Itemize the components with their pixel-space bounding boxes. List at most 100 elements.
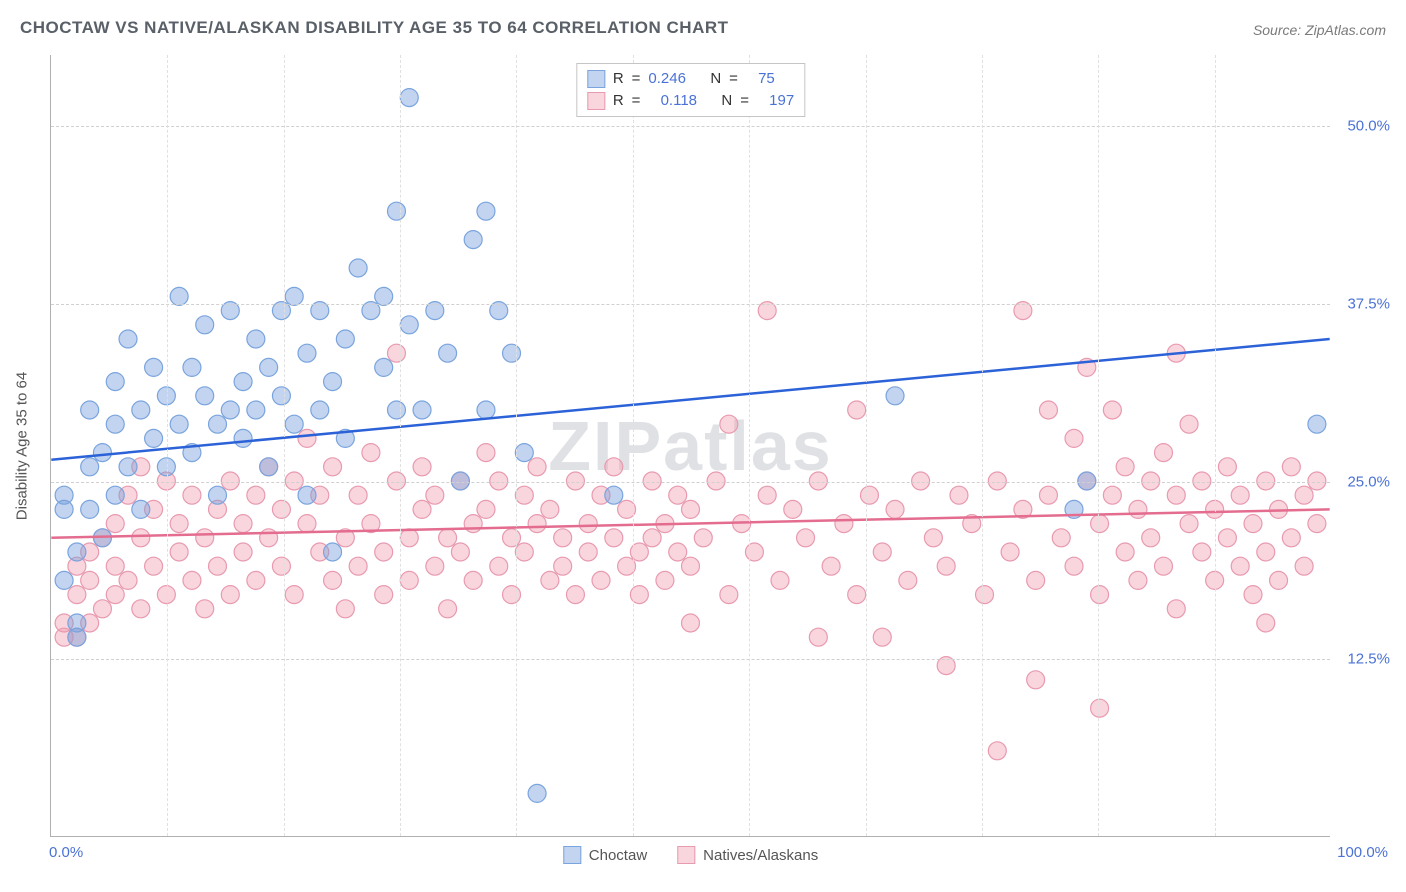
scatter-point [669, 486, 687, 504]
scatter-point [413, 500, 431, 518]
scatter-point [528, 515, 546, 533]
scatter-point [209, 557, 227, 575]
gridline-h [51, 304, 1330, 305]
scatter-point [848, 401, 866, 419]
scatter-point [170, 543, 188, 561]
scatter-point [1167, 600, 1185, 618]
scatter-point [336, 330, 354, 348]
source-attribution: Source: ZipAtlas.com [1253, 22, 1386, 38]
swatch-choctaw [563, 846, 581, 864]
scatter-point [477, 401, 495, 419]
scatter-point [324, 373, 342, 391]
y-tick-label: 25.0% [1347, 473, 1390, 490]
scatter-point [1027, 571, 1045, 589]
scatter-point [157, 458, 175, 476]
scatter-point [285, 415, 303, 433]
scatter-point [68, 543, 86, 561]
scatter-point [298, 486, 316, 504]
scatter-point [899, 571, 917, 589]
scatter-point [336, 600, 354, 618]
scatter-point [924, 529, 942, 547]
scatter-point [119, 330, 137, 348]
scatter-point [285, 287, 303, 305]
gridline-v [1098, 55, 1099, 836]
scatter-point [324, 458, 342, 476]
y-tick-label: 37.5% [1347, 295, 1390, 312]
scatter-point [1001, 543, 1019, 561]
scatter-point [1116, 543, 1134, 561]
scatter-point [234, 373, 252, 391]
scatter-point [234, 515, 252, 533]
scatter-point [682, 614, 700, 632]
scatter-point [247, 401, 265, 419]
scatter-point [387, 202, 405, 220]
scatter-point [554, 529, 572, 547]
scatter-point [464, 515, 482, 533]
legend-row-blue: R = 0.246 N = 75 [587, 68, 794, 90]
scatter-point [656, 571, 674, 589]
scatter-point [886, 387, 904, 405]
scatter-point [1295, 557, 1313, 575]
scatter-point [1257, 543, 1275, 561]
scatter-point [1180, 415, 1198, 433]
gridline-h [51, 659, 1330, 660]
scatter-point [426, 557, 444, 575]
scatter-point [784, 500, 802, 518]
scatter-point [1039, 401, 1057, 419]
scatter-point [1091, 515, 1109, 533]
gridline-v [1215, 55, 1216, 836]
scatter-point [81, 500, 99, 518]
scatter-point [349, 486, 367, 504]
scatter-point [1142, 529, 1160, 547]
scatter-point [720, 415, 738, 433]
scatter-point [106, 373, 124, 391]
scatter-point [503, 586, 521, 604]
scatter-point [93, 444, 111, 462]
scatter-point [106, 415, 124, 433]
scatter-point [682, 557, 700, 575]
scatter-point [950, 486, 968, 504]
scatter-point [387, 344, 405, 362]
gridline-v [516, 55, 517, 836]
scatter-point [196, 316, 214, 334]
scatter-point [68, 586, 86, 604]
gridline-v [284, 55, 285, 836]
scatter-point [1244, 515, 1262, 533]
scatter-point [106, 486, 124, 504]
scatter-point [132, 600, 150, 618]
scatter-point [298, 515, 316, 533]
scatter-point [1193, 543, 1211, 561]
scatter-point [349, 259, 367, 277]
scatter-point [439, 344, 457, 362]
scatter-point [145, 557, 163, 575]
scatter-point [464, 571, 482, 589]
scatter-point [93, 600, 111, 618]
scatter-point [272, 387, 290, 405]
scatter-point [1167, 486, 1185, 504]
scatter-point [1129, 571, 1147, 589]
scatter-point [247, 330, 265, 348]
scatter-point [119, 571, 137, 589]
scatter-point [132, 529, 150, 547]
scatter-point [349, 557, 367, 575]
scatter-point [298, 344, 316, 362]
scatter-point [720, 586, 738, 604]
scatter-point [132, 401, 150, 419]
legend-series: Choctaw Natives/Alaskans [563, 846, 818, 864]
scatter-point [375, 543, 393, 561]
scatter-point [541, 571, 559, 589]
x-tick-right: 100.0% [1337, 844, 1388, 861]
chart-title: CHOCTAW VS NATIVE/ALASKAN DISABILITY AGE… [20, 18, 729, 38]
scatter-point [1091, 586, 1109, 604]
trend-line [51, 339, 1329, 460]
legend-row-pink: R = 0.118 N = 197 [587, 90, 794, 112]
scatter-point [579, 543, 597, 561]
scatter-point [592, 571, 610, 589]
scatter-point [1116, 458, 1134, 476]
scatter-point [1231, 486, 1249, 504]
scatter-point [426, 486, 444, 504]
scatter-point [541, 500, 559, 518]
gridline-h [51, 126, 1330, 127]
scatter-point [1218, 529, 1236, 547]
scatter-point [886, 500, 904, 518]
